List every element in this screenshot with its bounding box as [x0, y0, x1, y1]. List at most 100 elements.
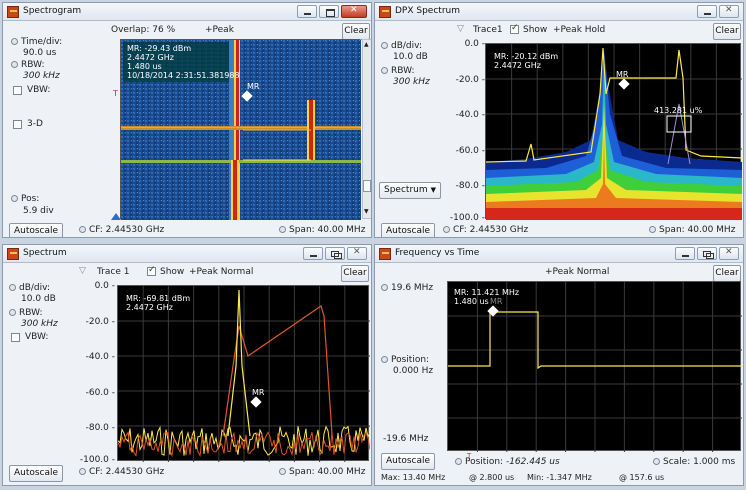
center-frequency[interactable]: CF: 2.44530 GHz	[453, 225, 529, 235]
knob-icon[interactable]	[79, 226, 86, 233]
center-frequency[interactable]: CF: 2.44530 GHz	[89, 225, 165, 235]
position-value[interactable]: 0.000 Hz	[393, 366, 434, 376]
y-tick: -40.0 -	[455, 110, 485, 120]
three-d-checkbox[interactable]	[13, 120, 22, 129]
center-frequency[interactable]: CF: 2.44530 GHz	[89, 467, 165, 477]
span-value[interactable]: Span: 40.00 MHz	[659, 225, 736, 235]
max-time: @ 2.800 us	[469, 473, 515, 482]
top-frequency[interactable]: 19.6 MHz	[391, 283, 434, 293]
knob-icon[interactable]	[11, 38, 18, 45]
readout-line: MR: -20.12 dBm	[494, 52, 559, 61]
timediv-value[interactable]: 90.0 us	[23, 48, 57, 58]
trace-label[interactable]: Trace 1	[97, 267, 130, 277]
knob-icon[interactable]	[381, 284, 388, 291]
y-tick: -100.0 -	[449, 213, 485, 223]
bottom-frequency[interactable]: -19.6 MHz	[383, 434, 429, 444]
pos-value[interactable]: 5.9 div	[23, 206, 54, 216]
scroll-down-icon[interactable]: ▼	[364, 208, 369, 215]
show-checkbox[interactable]	[510, 23, 519, 34]
trace-dropdown-icon[interactable]: ▽	[457, 24, 464, 34]
knob-icon[interactable]	[381, 42, 388, 49]
fvt-plot[interactable]: MR: 11.421 MHz 1.480 us MR	[447, 281, 742, 452]
vertical-scrollbar[interactable]: ▲ ▼	[362, 39, 371, 219]
close-button[interactable]	[719, 247, 739, 260]
window-title: Spectrogram	[23, 6, 82, 16]
clear-button[interactable]: Clear	[342, 23, 370, 40]
display-dropdown[interactable]: Spectrum ▼	[379, 182, 441, 199]
restore-button[interactable]	[325, 247, 345, 260]
knob-icon[interactable]	[653, 458, 660, 465]
autoscale-button[interactable]: Autoscale	[9, 223, 63, 237]
rbw-label: RBW:	[21, 60, 45, 70]
y-tick: -60.0 -	[455, 146, 485, 156]
dpx-plot[interactable]: MR: -20.12 dBm 2.4472 GHz MR 413.281 u%	[485, 43, 742, 220]
window-title: Spectrum	[23, 248, 67, 258]
position-time[interactable]: -162.445 us	[505, 457, 560, 467]
spectrum-titlebar[interactable]: Spectrum	[3, 245, 371, 263]
minimize-button[interactable]	[697, 5, 717, 18]
knob-icon[interactable]	[279, 226, 286, 233]
marker-readout: MR: -29.43 dBm 2.4472 GHz 1.480 us 10/18…	[127, 44, 240, 80]
knob-icon[interactable]	[11, 195, 18, 202]
knob-icon[interactable]	[649, 226, 656, 233]
trace-dropdown-icon[interactable]: ▽	[79, 266, 86, 276]
knob-icon[interactable]	[79, 468, 86, 475]
trace-label[interactable]: Trace1	[473, 25, 503, 35]
spectrogram-plot[interactable]: MR: -29.43 dBm 2.4472 GHz 1.480 us 10/18…	[120, 39, 361, 220]
knob-icon[interactable]	[443, 226, 450, 233]
knob-icon[interactable]	[11, 61, 18, 68]
dpx-titlebar[interactable]: DPX Spectrum	[375, 3, 743, 21]
readout-line: 10/18/2014 2:31:51.381988	[127, 71, 240, 80]
trigger-marker-icon: T	[467, 452, 472, 460]
readout-line: 2.4472 GHz	[127, 53, 174, 62]
knob-icon[interactable]	[381, 67, 388, 74]
maximize-button[interactable]	[319, 5, 339, 18]
spectrum-plot[interactable]: MR: -69.81 dBm 2.4472 GHz MR	[117, 285, 370, 462]
rbw-label: RBW:	[19, 308, 43, 318]
scroll-thumb[interactable]	[363, 180, 371, 192]
vbw-checkbox[interactable]	[13, 86, 22, 95]
fvt-titlebar[interactable]: Frequency vs Time	[375, 245, 743, 263]
rbw-value[interactable]: 300 kHz	[23, 71, 60, 81]
scale-value[interactable]: Scale: 1.000 ms	[663, 457, 736, 467]
marker-label: MR	[252, 388, 265, 397]
spectrogram-titlebar[interactable]: Spectrogram	[3, 3, 371, 21]
vbw-label: VBW:	[25, 332, 49, 342]
autoscale-button[interactable]: Autoscale	[381, 453, 435, 470]
close-button[interactable]	[347, 247, 367, 260]
clear-button[interactable]: Clear	[713, 265, 741, 282]
knob-icon[interactable]	[279, 468, 286, 475]
clear-button[interactable]: Clear	[713, 23, 741, 40]
minimize-button[interactable]	[303, 247, 323, 260]
show-label: Show	[160, 267, 185, 277]
close-button[interactable]	[719, 5, 739, 18]
scroll-up-icon[interactable]: ▲	[364, 41, 369, 48]
frequency-vs-time-window: Frequency vs Time +Peak Normal Clear 19.…	[374, 244, 744, 486]
minimize-button[interactable]	[675, 247, 695, 260]
restore-button[interactable]	[697, 247, 717, 260]
dbdiv-value[interactable]: 10.0 dB	[21, 294, 56, 304]
span-value[interactable]: Span: 40.00 MHz	[289, 467, 366, 477]
knob-icon[interactable]	[455, 458, 462, 465]
minimize-button[interactable]	[297, 5, 317, 18]
knob-icon[interactable]	[381, 356, 388, 363]
y-tick: -40.0 -	[85, 352, 115, 362]
vbw-checkbox[interactable]	[11, 333, 20, 342]
span-value[interactable]: Span: 40.00 MHz	[289, 225, 366, 235]
knob-icon[interactable]	[9, 309, 16, 316]
app-icon	[379, 6, 391, 18]
position-arrow-icon[interactable]	[111, 213, 121, 220]
rbw-value[interactable]: 300 kHz	[393, 77, 430, 87]
dbdiv-value[interactable]: 10.0 dB	[393, 52, 428, 62]
dbdiv-label: dB/div:	[19, 283, 50, 293]
clear-button[interactable]: Clear	[341, 265, 369, 282]
window-title: Frequency vs Time	[395, 248, 480, 258]
autoscale-button[interactable]: Autoscale	[9, 465, 63, 482]
rbw-value[interactable]: 300 kHz	[21, 319, 58, 329]
autoscale-button[interactable]: Autoscale	[381, 223, 435, 237]
knob-icon[interactable]	[9, 284, 16, 291]
close-button[interactable]	[341, 5, 367, 18]
marker-label: MR	[490, 297, 503, 306]
show-checkbox[interactable]	[147, 265, 156, 276]
y-tick: 0.0 -	[464, 39, 485, 49]
